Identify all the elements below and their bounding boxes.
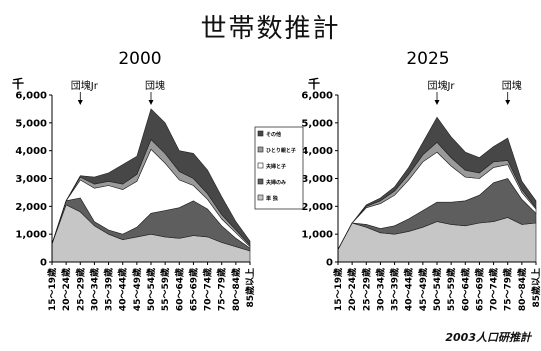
legend-swatch xyxy=(257,162,264,169)
annotation-arrowhead xyxy=(77,100,83,105)
y-tick-label: 0 xyxy=(326,258,333,269)
y-tick-label: 1,000 xyxy=(15,230,47,241)
source-note: 2003人口研推計 xyxy=(445,331,531,344)
legend-label: 夫婦と子 xyxy=(265,163,286,170)
x-tick-label: 80～84歳 xyxy=(516,268,528,311)
x-tick-label: 20～24歳 xyxy=(346,268,358,311)
x-tick-label: 30～34歳 xyxy=(374,268,386,311)
y-tick-label: 4,000 xyxy=(15,146,47,157)
y-tick-label: 6,000 xyxy=(301,91,333,102)
x-tick-label: 65～69歳 xyxy=(473,268,485,311)
annotation-arrowhead xyxy=(148,100,154,105)
x-tick-label: 65～69歳 xyxy=(187,268,199,311)
x-tick-label: 75～79歳 xyxy=(502,268,514,311)
y-tick-label: 2,000 xyxy=(301,202,333,213)
annotation-label: 団塊 xyxy=(145,79,165,92)
legend-label: その他 xyxy=(266,131,281,138)
annotation-label: 団塊 xyxy=(502,79,522,92)
x-tick-label: 75～79歳 xyxy=(216,268,228,311)
x-tick-label: 70～74歳 xyxy=(202,268,214,311)
annotation-arrowhead xyxy=(434,100,440,105)
legend-swatch xyxy=(257,178,264,185)
x-tick-label: 35～39歳 xyxy=(103,268,115,311)
legend-swatch xyxy=(257,194,264,201)
y-tick-label: 3,000 xyxy=(15,174,47,185)
x-tick-label: 35～39歳 xyxy=(389,268,401,311)
chart-2025: 2025 千 0 1,000 2,000 3,000 4,000 5,000 6,000 15～1… xyxy=(301,49,541,311)
annotation-label: 団塊Jr xyxy=(71,79,99,92)
chart-2000: 2000 千 0 1,000 2,000 3,000 4,000 5,000 6,000 15～1… xyxy=(12,49,256,311)
legend-label: 単 独 xyxy=(266,195,278,202)
y-tick-label: 5,000 xyxy=(15,118,47,129)
x-tick-label: 30～34歳 xyxy=(88,268,100,311)
y-tick-label: 4,000 xyxy=(301,146,333,157)
y-tick-label: 3,000 xyxy=(301,174,333,185)
x-tick-label: 15～19歳 xyxy=(46,268,58,311)
y-tick-label: 2,000 xyxy=(15,202,47,213)
legend-swatch xyxy=(257,130,264,137)
x-tick-label: 70～74歳 xyxy=(488,268,500,311)
y-unit-label: 千 xyxy=(12,76,24,91)
x-tick-label: 20～24歳 xyxy=(60,268,72,311)
chart-title: 2000 xyxy=(118,49,161,69)
legend-label: ひとり親と子 xyxy=(266,147,296,154)
x-tick-label: 80～84歳 xyxy=(230,268,242,311)
x-tick-label: 50～54歳 xyxy=(431,268,443,311)
x-tick-label: 85歳以上 xyxy=(530,268,541,308)
x-tick-label: 60～64歳 xyxy=(173,268,185,311)
x-tick-label: 45～49歳 xyxy=(131,268,143,311)
annotation-label: 団塊Jr xyxy=(427,79,455,92)
x-tick-label: 50～54歳 xyxy=(145,268,157,311)
x-tick-label: 55～59歳 xyxy=(159,268,171,311)
chart-title: 2025 xyxy=(406,49,449,69)
legend-label: 夫婦のみ xyxy=(265,179,286,186)
x-tick-label: 45～49歳 xyxy=(417,268,429,311)
x-tick-label: 40～44歳 xyxy=(117,268,129,311)
x-tick-label: 25～29歳 xyxy=(74,268,86,311)
legend-swatch xyxy=(257,146,264,153)
x-tick-label: 55～59歳 xyxy=(445,268,457,311)
area-series-4 xyxy=(337,116,537,250)
x-tick-label: 60～64歳 xyxy=(459,268,471,311)
x-tick-label: 40～44歳 xyxy=(403,268,415,311)
area-series-4 xyxy=(51,108,251,247)
y-tick-label: 6,000 xyxy=(15,91,47,102)
x-tick-label: 25～29歳 xyxy=(360,268,372,311)
page-title: 世帯数推計 xyxy=(200,14,341,44)
x-tick-label: 15～19歳 xyxy=(332,268,344,311)
y-tick-label: 5,000 xyxy=(301,118,333,129)
y-tick-label: 0 xyxy=(40,258,47,269)
x-tick-label: 85歳以上 xyxy=(244,268,256,308)
y-unit-label: 千 xyxy=(308,76,320,91)
y-tick-label: 1,000 xyxy=(301,230,333,241)
annotation-arrowhead xyxy=(505,100,511,105)
